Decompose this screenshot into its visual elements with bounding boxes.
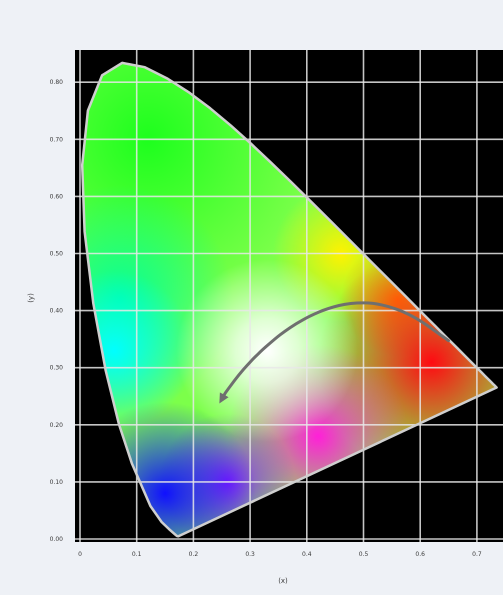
x-tick-label: 0.3 — [245, 551, 255, 558]
x-tick-label: 0.5 — [359, 551, 369, 558]
y-axis-label: (y) — [27, 293, 35, 303]
x-tick-label: 0.1 — [132, 551, 142, 558]
x-tick-label: 0.7 — [472, 551, 482, 558]
grid — [75, 50, 503, 542]
x-tick-label: 0 — [78, 551, 82, 558]
x-axis-label: (x) — [278, 577, 288, 585]
x-tick-label: 0.2 — [189, 551, 199, 558]
x-tick-label: 0.4 — [302, 551, 312, 558]
y-tick-label: 0.00 — [50, 536, 64, 543]
y-tick-label: 0.20 — [50, 422, 64, 429]
white-point-region — [176, 259, 358, 442]
spectral-locus-outline — [80, 61, 498, 538]
y-tick-label: 0.40 — [50, 308, 64, 315]
x-tick-label: 0.6 — [415, 551, 425, 558]
x-axis-tick-labels: 0 0.1 0.2 0.3 0.4 0.5 0.6 0.7 — [78, 551, 482, 558]
y-tick-label: 0.70 — [50, 136, 64, 143]
planckian-locus-arrow — [219, 301, 450, 404]
y-tick-label: 0.30 — [50, 365, 64, 372]
y-tick-label: 0.50 — [50, 251, 64, 258]
y-tick-label: 0.60 — [50, 193, 64, 200]
y-tick-label: 0.10 — [50, 479, 64, 486]
y-axis-tick-labels: 0.00 0.10 0.20 0.30 0.40 0.50 0.60 0.70 0.80 — [50, 79, 64, 543]
y-tick-label: 0.80 — [50, 79, 64, 86]
